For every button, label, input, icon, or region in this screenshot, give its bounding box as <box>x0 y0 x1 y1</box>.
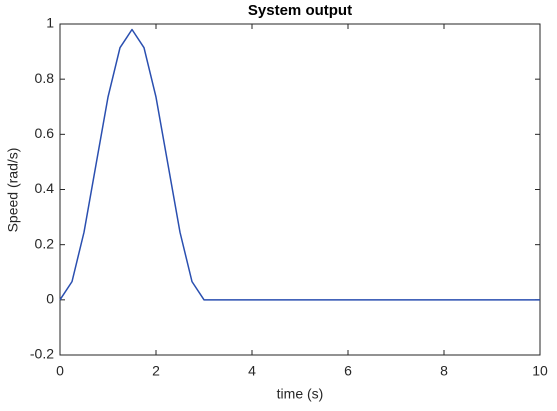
x-tick-label: 6 <box>344 363 352 379</box>
y-tick-label: 0 <box>46 291 54 307</box>
y-tick-label: 0.2 <box>35 235 55 251</box>
x-tick-label: 8 <box>440 363 448 379</box>
x-tick-label: 10 <box>532 363 548 379</box>
y-axis-label: Speed (rad/s) <box>5 148 21 233</box>
x-tick-label: 4 <box>248 363 256 379</box>
x-axis-label: time (s) <box>277 386 324 402</box>
y-tick-label: 0.8 <box>35 70 55 86</box>
y-tick-label: 1 <box>46 15 54 31</box>
chart-title: System output <box>248 2 352 19</box>
x-tick-label: 2 <box>152 363 160 379</box>
x-tick-label: 0 <box>56 363 64 379</box>
data-line <box>59 28 540 301</box>
y-tick-label: -0.2 <box>30 346 54 362</box>
y-tick-label: 0.4 <box>35 180 55 196</box>
plot-area <box>59 23 541 356</box>
y-tick-label: 0.6 <box>35 125 55 141</box>
